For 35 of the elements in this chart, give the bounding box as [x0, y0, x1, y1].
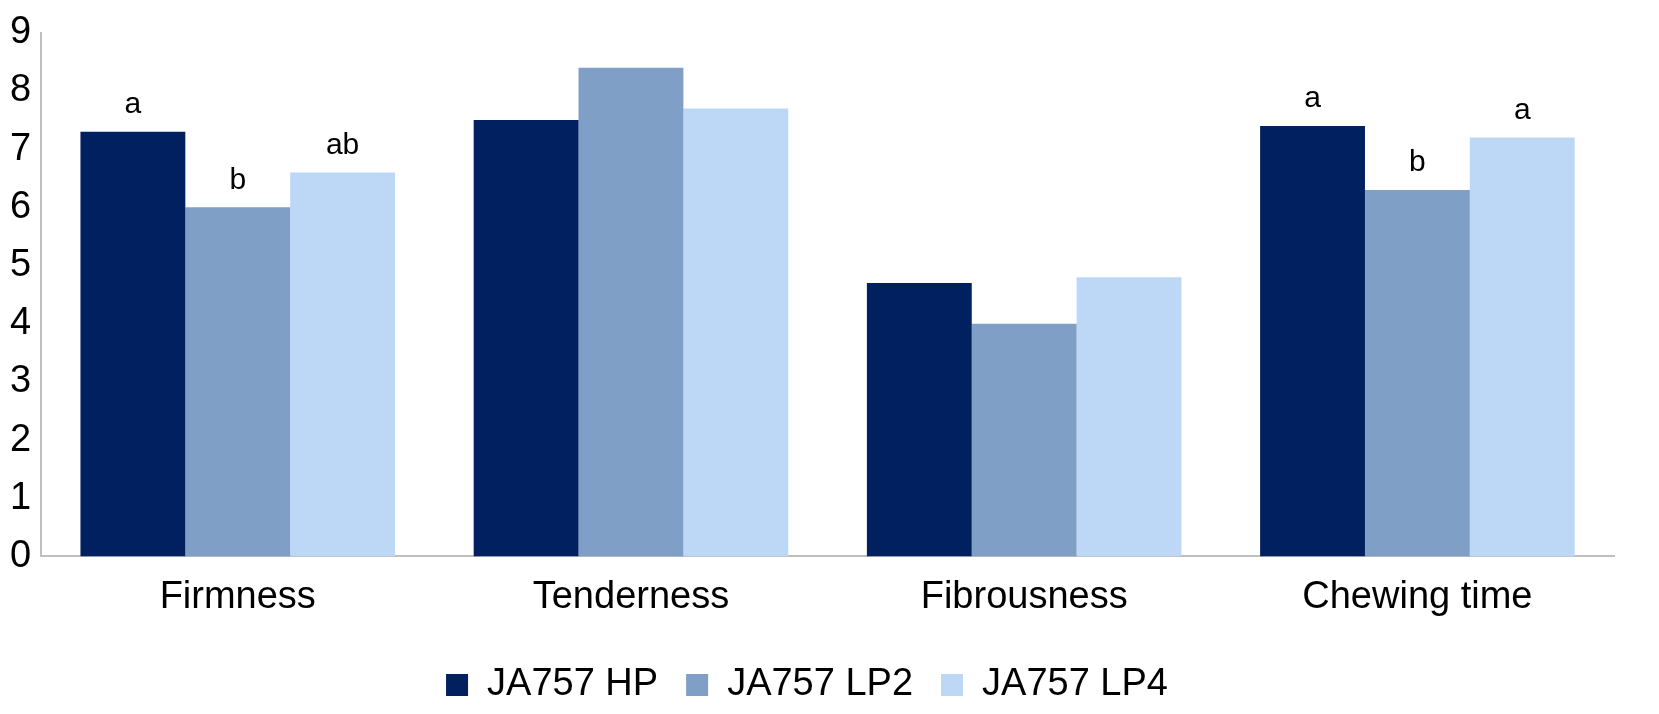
bar — [473, 120, 579, 557]
y-tick-label: 9 — [9, 9, 32, 52]
x-tick-label: Tenderness — [532, 573, 730, 616]
bar — [1260, 125, 1365, 557]
data-label: ab — [325, 126, 360, 160]
bar — [866, 282, 972, 557]
bar — [80, 131, 186, 557]
y-tick-label: 8 — [9, 67, 32, 110]
data-label: b — [1409, 144, 1426, 178]
y-tick-label: 0 — [9, 532, 32, 575]
y-tick-label: 6 — [9, 183, 32, 226]
x-tick-label: Fibrousness — [920, 573, 1128, 616]
legend-label: JA757 LP2 — [727, 661, 914, 704]
data-label: a — [1304, 80, 1322, 114]
bar — [1364, 189, 1470, 557]
y-tick-label: 7 — [9, 125, 32, 168]
legend-label: JA757 LP4 — [982, 661, 1168, 704]
y-tick-label: 1 — [9, 474, 32, 517]
bar — [1076, 277, 1182, 557]
bar — [1469, 137, 1575, 557]
data-label: b — [229, 161, 247, 195]
bar — [683, 108, 789, 557]
bar — [185, 207, 291, 557]
y-tick-label: 3 — [9, 358, 32, 401]
bar — [578, 67, 684, 557]
x-tick-label: Firmness — [159, 573, 316, 616]
y-tick-label: 4 — [9, 300, 32, 343]
legend-label: JA757 HP — [487, 661, 659, 704]
data-label: a — [124, 85, 142, 119]
data-label: a — [1513, 91, 1531, 125]
bar — [290, 172, 396, 557]
y-tick-label: 5 — [9, 242, 32, 284]
x-tick-label: Chewing time — [1302, 573, 1533, 616]
bar — [971, 323, 1077, 557]
y-tick-label: 2 — [9, 416, 32, 459]
